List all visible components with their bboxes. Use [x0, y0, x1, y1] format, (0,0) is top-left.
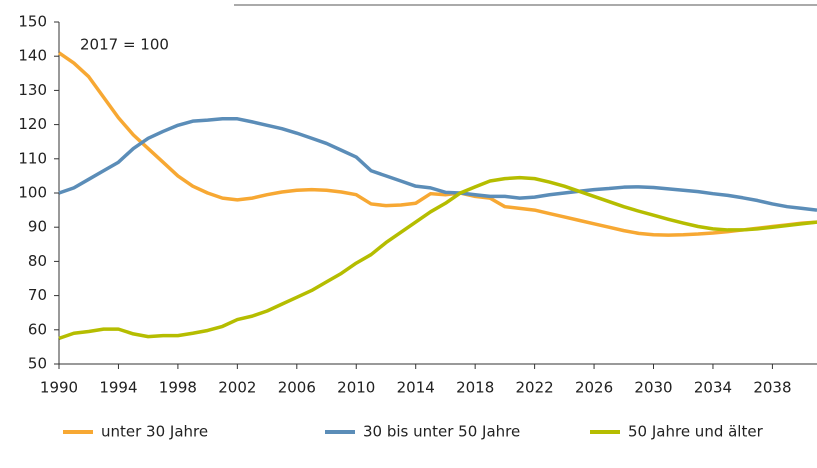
- x-tick-label: 2014: [397, 379, 435, 397]
- x-tick-label: 2038: [753, 379, 791, 397]
- y-tick-label: 140: [18, 47, 47, 65]
- series-line: [58, 175, 817, 341]
- legend-label: unter 30 Jahre: [101, 423, 208, 441]
- x-tick-label: 2026: [575, 379, 613, 397]
- x-tick-label: 2002: [218, 379, 256, 397]
- y-tick-label: 60: [28, 320, 47, 338]
- x-tick-label: 1994: [99, 379, 137, 397]
- x-tick-label: 2006: [278, 379, 316, 397]
- legend-label: 30 bis unter 50 Jahre: [363, 423, 520, 441]
- y-tick-label: 70: [28, 286, 47, 304]
- legend-label: 50 Jahre und älter: [628, 423, 764, 441]
- series-line: [58, 117, 817, 212]
- y-tick-label: 130: [18, 81, 47, 99]
- y-tick-label: 150: [18, 13, 47, 31]
- x-tick-label: 2034: [694, 379, 732, 397]
- y-tick-label: 120: [18, 115, 47, 133]
- annotation: 2017 = 100: [80, 36, 169, 54]
- x-tick-label: 1998: [159, 379, 197, 397]
- x-tick-label: 2018: [456, 379, 494, 397]
- y-tick-label: 50: [28, 355, 47, 373]
- x-tick-label: 1990: [40, 379, 78, 397]
- y-tick-label: 100: [18, 184, 47, 202]
- y-tick-label: 90: [28, 218, 47, 236]
- x-tick-label: 2022: [516, 379, 554, 397]
- y-tick-label: 110: [18, 149, 47, 167]
- x-tick-label: 2030: [634, 379, 672, 397]
- y-tick-label: 80: [28, 252, 47, 270]
- series-line: [58, 51, 817, 237]
- x-tick-label: 2010: [337, 379, 375, 397]
